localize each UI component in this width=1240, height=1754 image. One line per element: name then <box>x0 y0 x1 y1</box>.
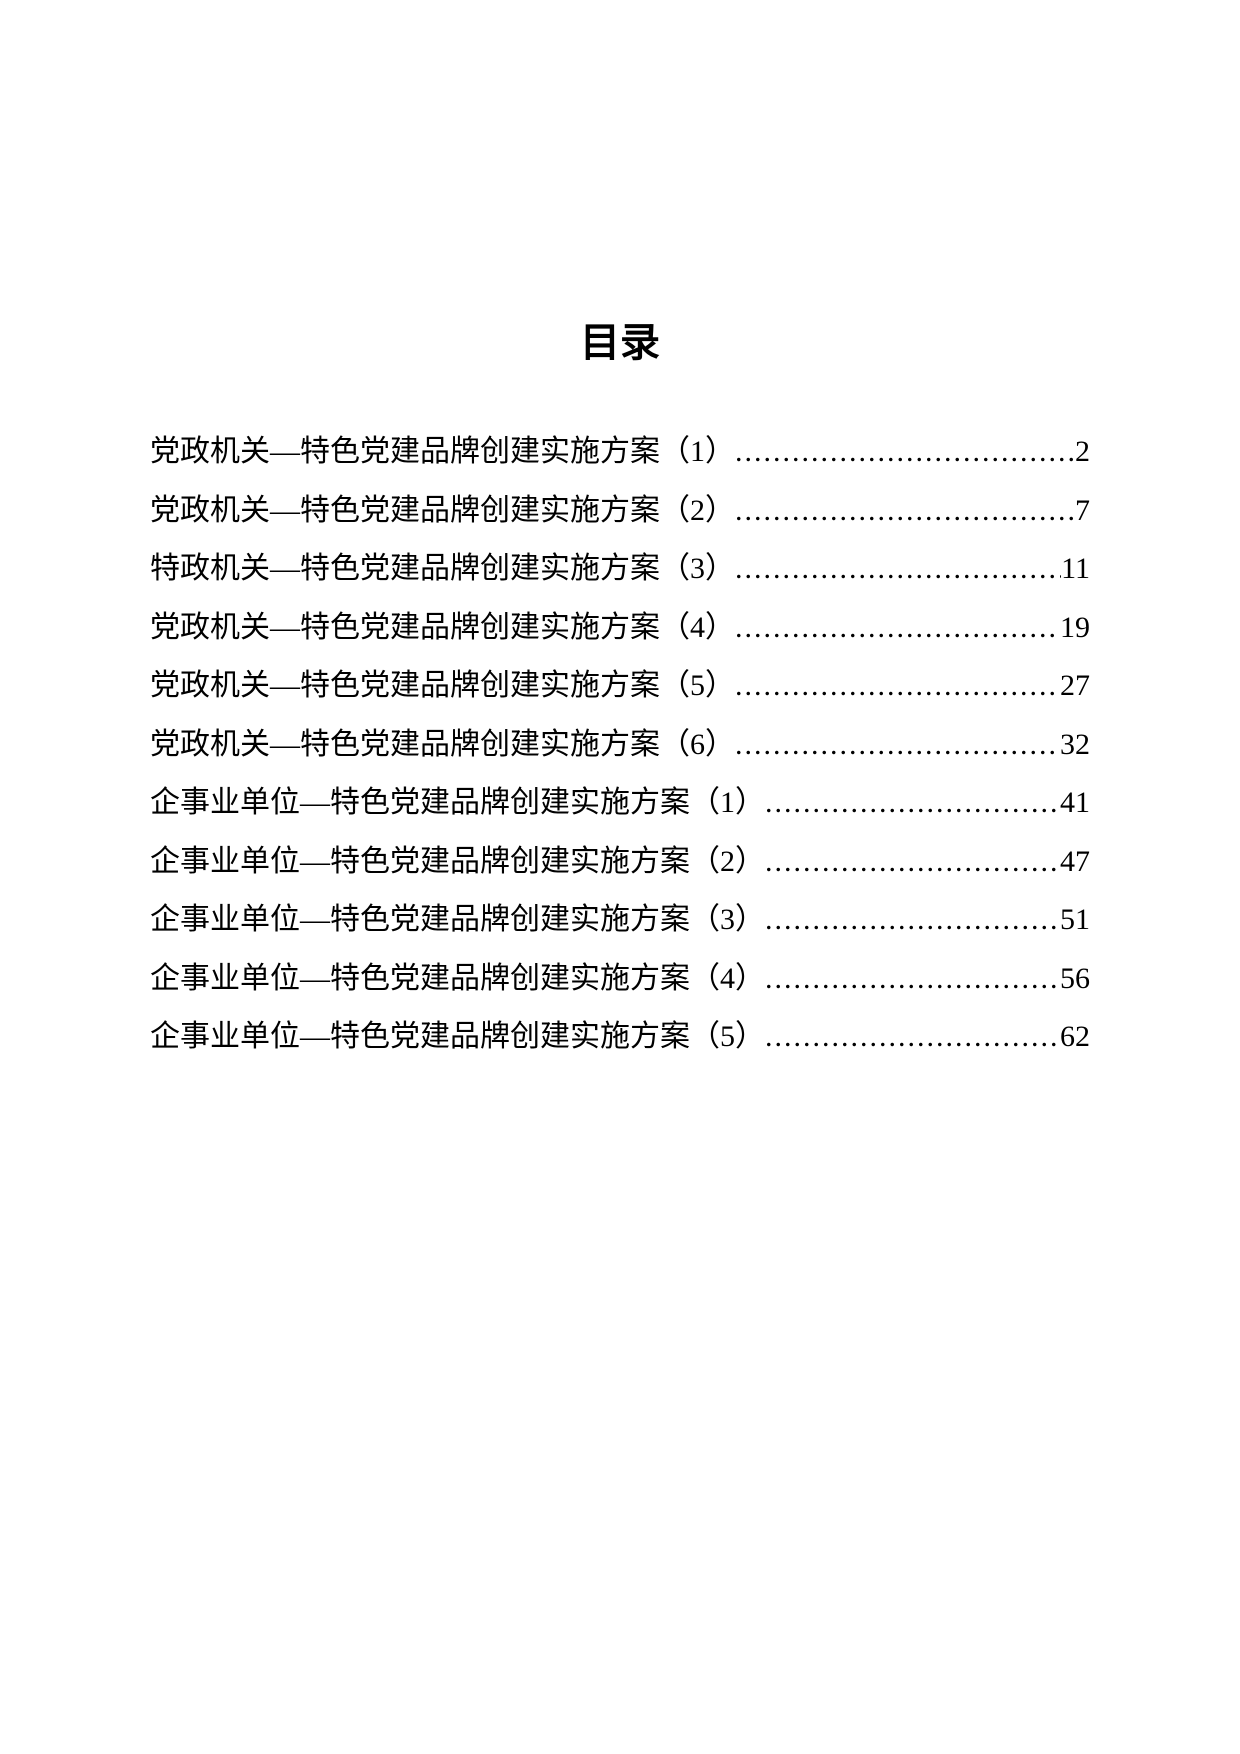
entry-page: 47 <box>1060 833 1090 892</box>
entry-page: 32 <box>1060 716 1090 775</box>
toc-entry: 企事业单位—特色党建品牌创建实施方案（2） 47 <box>150 833 1090 892</box>
entry-page: 56 <box>1060 950 1090 1009</box>
entry-title: 企事业单位—特色党建品牌创建实施方案（1） <box>150 774 765 833</box>
leader-dots <box>765 833 1060 892</box>
entry-title: 党政机关—特色党建品牌创建实施方案（1） <box>150 423 735 482</box>
toc-entry: 党政机关—特色党建品牌创建实施方案（4） 19 <box>150 599 1090 658</box>
leader-dots <box>735 482 1075 541</box>
entry-title: 企事业单位—特色党建品牌创建实施方案（2） <box>150 833 765 892</box>
leader-dots <box>735 599 1060 658</box>
leader-dots <box>735 716 1060 775</box>
entry-title: 党政机关—特色党建品牌创建实施方案（4） <box>150 599 735 658</box>
leader-dots <box>765 891 1060 950</box>
page-content: 目录 党政机关—特色党建品牌创建实施方案（1） 2 党政机关—特色党建品牌创建实… <box>0 0 1240 1067</box>
entry-title: 企事业单位—特色党建品牌创建实施方案（3） <box>150 891 765 950</box>
leader-dots <box>735 423 1075 482</box>
toc-entry: 企事业单位—特色党建品牌创建实施方案（1） 41 <box>150 774 1090 833</box>
entry-page: 41 <box>1060 774 1090 833</box>
entry-title: 特政机关—特色党建品牌创建实施方案（3） <box>150 540 735 599</box>
entry-page: 7 <box>1075 482 1090 541</box>
entry-title: 企事业单位—特色党建品牌创建实施方案（5） <box>150 1008 765 1067</box>
toc-entry: 党政机关—特色党建品牌创建实施方案（2） 7 <box>150 482 1090 541</box>
entry-page: 51 <box>1060 891 1090 950</box>
toc-entry: 党政机关—特色党建品牌创建实施方案（6） 32 <box>150 716 1090 775</box>
toc-entry: 党政机关—特色党建品牌创建实施方案（5） 27 <box>150 657 1090 716</box>
entry-page: 11 <box>1061 540 1090 599</box>
toc-entry: 企事业单位—特色党建品牌创建实施方案（3） 51 <box>150 891 1090 950</box>
leader-dots <box>765 774 1060 833</box>
entry-title: 党政机关—特色党建品牌创建实施方案（5） <box>150 657 735 716</box>
entry-title: 企事业单位—特色党建品牌创建实施方案（4） <box>150 950 765 1009</box>
toc-entry: 企事业单位—特色党建品牌创建实施方案（5） 62 <box>150 1008 1090 1067</box>
toc-entry: 党政机关—特色党建品牌创建实施方案（1） 2 <box>150 423 1090 482</box>
entry-page: 19 <box>1060 599 1090 658</box>
toc-entry: 企事业单位—特色党建品牌创建实施方案（4） 56 <box>150 950 1090 1009</box>
toc-title: 目录 <box>150 310 1090 368</box>
entry-page: 2 <box>1075 423 1090 482</box>
entry-page: 27 <box>1060 657 1090 716</box>
leader-dots <box>735 657 1060 716</box>
entry-title: 党政机关—特色党建品牌创建实施方案（2） <box>150 482 735 541</box>
leader-dots <box>765 1008 1060 1067</box>
leader-dots <box>735 540 1061 599</box>
entry-page: 62 <box>1060 1008 1090 1067</box>
entry-title: 党政机关—特色党建品牌创建实施方案（6） <box>150 716 735 775</box>
leader-dots <box>765 950 1060 1009</box>
toc-entries: 党政机关—特色党建品牌创建实施方案（1） 2 党政机关—特色党建品牌创建实施方案… <box>150 423 1090 1067</box>
toc-entry: 特政机关—特色党建品牌创建实施方案（3） 11 <box>150 540 1090 599</box>
